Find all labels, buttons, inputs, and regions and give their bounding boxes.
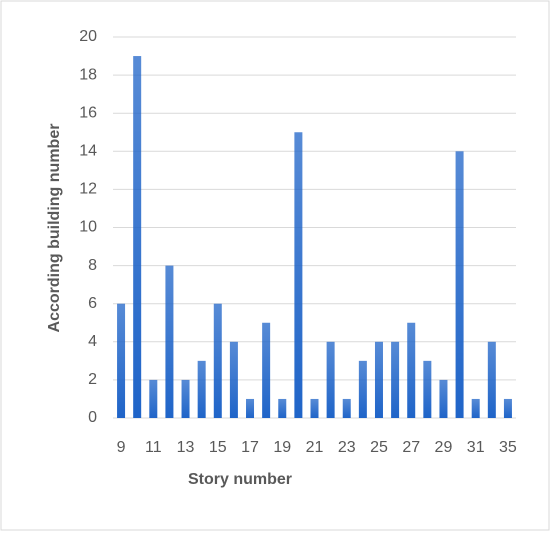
x-tick-label: 11 [145, 439, 162, 456]
bar [133, 56, 142, 419]
y-tick-label: 18 [79, 66, 97, 83]
bar [407, 322, 416, 418]
bar [229, 341, 238, 418]
bar [391, 341, 400, 418]
bar [439, 379, 448, 418]
bar [246, 398, 255, 418]
bar [181, 379, 190, 418]
x-tick-label: 35 [499, 439, 517, 456]
bar [149, 379, 158, 418]
y-tick-label: 12 [79, 181, 97, 198]
x-tick-label: 27 [402, 439, 420, 456]
x-tick-label: 19 [273, 439, 291, 456]
y-tick-label: 20 [79, 28, 97, 45]
x-tick-label: 9 [117, 439, 126, 456]
bar [294, 132, 303, 418]
bar [310, 398, 319, 418]
x-tick-label: 17 [241, 439, 259, 456]
bar [487, 341, 496, 418]
bar [213, 303, 222, 418]
y-tick-label: 14 [79, 143, 97, 160]
x-tick-label: 23 [338, 439, 356, 456]
y-tick-label: 4 [88, 333, 97, 350]
x-axis-title: Story number [188, 471, 292, 488]
bar [197, 360, 206, 418]
x-tick-label: 31 [467, 439, 485, 456]
x-tick-label: 25 [370, 439, 388, 456]
x-tick-label: 13 [177, 439, 195, 456]
y-tick-label: 10 [79, 219, 97, 236]
bar [358, 360, 367, 418]
bar [455, 151, 464, 419]
bar [278, 398, 287, 418]
bar [326, 341, 335, 418]
bar [262, 322, 271, 418]
bar [374, 341, 383, 418]
bar [117, 303, 126, 418]
y-axis-title: According building number [46, 124, 63, 333]
y-tick-label: 0 [88, 409, 97, 426]
x-tick-label: 29 [435, 439, 453, 456]
x-tick-label: 21 [306, 439, 324, 456]
y-tick-label: 8 [88, 257, 97, 274]
bar [423, 360, 432, 418]
y-tick-label: 16 [79, 104, 97, 121]
bar [503, 398, 512, 418]
y-tick-label: 6 [88, 295, 97, 312]
bar [165, 265, 174, 418]
bar [342, 398, 351, 418]
x-tick-label: 15 [209, 439, 227, 456]
y-tick-label: 2 [88, 371, 97, 388]
bar [471, 398, 480, 418]
